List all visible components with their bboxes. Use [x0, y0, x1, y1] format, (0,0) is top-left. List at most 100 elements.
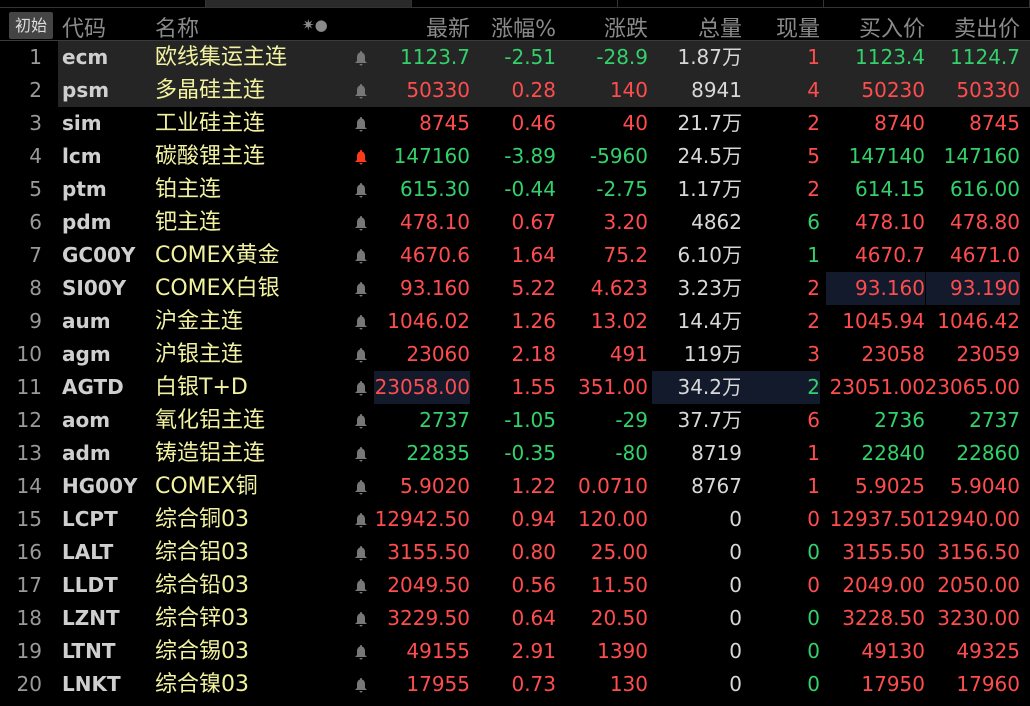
change: -29 — [615, 408, 648, 432]
change-pct: 1.26 — [511, 309, 556, 333]
col-code[interactable]: 代码 — [62, 17, 107, 42]
change-pct: 0.28 — [511, 78, 556, 102]
col-ask[interactable]: 卖出价 — [953, 17, 1020, 42]
bid-price: 1045.94 — [842, 309, 925, 333]
current-volume: 0 — [807, 507, 820, 531]
table-row[interactable]: 11 AGTD 白银T+D 23058.00 1.55 351.00 34.2万 2 23051… — [0, 371, 1030, 404]
code: aom — [62, 408, 111, 432]
table-row[interactable]: 18 LZNT 综合锌03 3229.50 0.64 20.50 0 0 3228.50 3230… — [0, 602, 1030, 635]
name: COMEX黄金 — [155, 243, 280, 268]
table-row[interactable]: 1 ecm 欧线集运主连 1123.7 -2.51 -28.9 1.87万 1 1123.4 11… — [0, 41, 1030, 74]
bell-icon[interactable] — [354, 182, 370, 198]
bell-icon[interactable] — [354, 413, 370, 429]
init-button[interactable]: 初始 — [9, 12, 53, 39]
bid-price: 22840 — [861, 441, 925, 465]
bell-icon[interactable] — [354, 479, 370, 495]
bid-price: 3228.50 — [842, 606, 925, 630]
col-chg[interactable]: 涨跌 — [603, 17, 648, 42]
table-row[interactable]: 15 LCPT 综合铜03 12942.50 0.94 120.00 0 0 12937.50 1… — [0, 503, 1030, 536]
col-vol[interactable]: 总量 — [697, 17, 742, 42]
sort-icons[interactable]: ✷● — [302, 16, 328, 34]
code: LZNT — [62, 606, 120, 630]
table-row[interactable]: 4 lcm 碳酸锂主连 147160 -3.89 -5960 24.5万 5 147140 147… — [0, 140, 1030, 173]
code: sim — [62, 111, 102, 135]
bell-icon[interactable] — [354, 281, 370, 297]
volume: 8767 — [691, 474, 742, 498]
table-row[interactable]: 20 LNKT 综合镍03 17955 0.73 130 0 0 17950 17960 — [0, 668, 1030, 701]
table-row[interactable]: 5 ptm 铂主连 615.30 -0.44 -2.75 1.17万 2 614.15 616.0… — [0, 173, 1030, 206]
ask-price: 5.9040 — [950, 474, 1020, 498]
table-row[interactable]: 12 aom 氧化铝主连 2737 -1.05 -29 37.7万 6 2736 2737 — [0, 404, 1030, 437]
table-row[interactable]: 17 LLDT 综合铅03 2049.50 0.56 11.50 0 0 2049.00 2050… — [0, 569, 1030, 602]
bell-icon[interactable] — [354, 83, 370, 99]
col-pct[interactable]: 涨幅% — [491, 17, 556, 42]
table-row[interactable]: 14 HG00Y COMEX铜 5.9020 1.22 0.0710 8767 1 5.9025… — [0, 470, 1030, 503]
col-last[interactable]: 最新 — [425, 17, 470, 42]
name: 工业硅主连 — [155, 111, 266, 136]
last-price: 147160 — [393, 144, 470, 168]
bid-price: 478.10 — [855, 210, 925, 234]
table-row[interactable]: 8 SI00Y COMEX白银 93.160 5.22 4.623 3.23万 2 93.160… — [0, 272, 1030, 305]
code: psm — [62, 78, 110, 102]
bell-icon[interactable] — [354, 644, 370, 660]
current-volume: 1 — [807, 243, 820, 267]
code: ptm — [62, 177, 107, 201]
table-row[interactable]: 10 agm 沪银主连 23060 2.18 491 119万 3 23058 23059 — [0, 338, 1030, 371]
bell-icon[interactable] — [354, 314, 370, 330]
alert-bell-icon[interactable] — [354, 149, 370, 165]
ask-price: 147160 — [943, 144, 1020, 168]
name: 铂主连 — [155, 177, 222, 202]
tab-strip — [0, 0, 1030, 8]
bell-icon[interactable] — [354, 248, 370, 264]
table-row[interactable]: 3 sim 工业硅主连 8745 0.46 40 21.7万 2 8740 8745 — [0, 107, 1030, 140]
ask-price: 3156.50 — [937, 540, 1020, 564]
change-pct: 0.94 — [511, 507, 556, 531]
table-row[interactable]: 6 pdm 钯主连 478.10 0.67 3.20 4862 6 478.10 478.80 — [0, 206, 1030, 239]
col-name[interactable]: 名称 — [155, 17, 200, 42]
bell-icon[interactable] — [354, 512, 370, 528]
table-row[interactable]: 9 aum 沪金主连 1046.02 1.26 13.02 14.4万 2 1045.94 104… — [0, 305, 1030, 338]
change-pct: 2.91 — [511, 639, 556, 663]
last-price: 5.9020 — [400, 474, 470, 498]
bell-icon[interactable] — [354, 215, 370, 231]
volume: 0 — [729, 639, 742, 663]
table-row[interactable]: 19 LTNT 综合锡03 49155 2.91 1390 0 0 49130 49325 — [0, 635, 1030, 668]
bid-price: 8740 — [874, 111, 925, 135]
table-row[interactable]: 16 LALT 综合铝03 3155.50 0.80 25.00 0 0 3155.50 3156… — [0, 536, 1030, 569]
name: COMEX铜 — [155, 474, 258, 499]
bell-icon[interactable] — [354, 116, 370, 132]
last-price: 12942.50 — [374, 507, 470, 531]
last-price: 3155.50 — [387, 540, 470, 564]
bell-icon[interactable] — [354, 50, 370, 66]
volume: 21.7万 — [677, 111, 742, 135]
bid-price: 614.15 — [855, 177, 925, 201]
row-number: 3 — [29, 111, 42, 135]
bell-icon[interactable] — [354, 545, 370, 561]
ask-price: 2050.00 — [937, 573, 1020, 597]
ask-price: 49325 — [956, 639, 1020, 663]
change: 3.20 — [603, 210, 648, 234]
current-volume: 6 — [807, 408, 820, 432]
ask-price: 616.00 — [950, 177, 1020, 201]
code: HG00Y — [62, 474, 138, 498]
change: 491 — [609, 342, 648, 366]
last-price: 2049.50 — [387, 573, 470, 597]
current-volume: 0 — [807, 540, 820, 564]
table-row[interactable]: 13 adm 铸造铝主连 22835 -0.35 -80 8719 1 22840 22860 — [0, 437, 1030, 470]
col-cur[interactable]: 现量 — [775, 17, 820, 42]
bid-price: 50230 — [861, 78, 925, 102]
volume: 0 — [729, 540, 742, 564]
bell-icon[interactable] — [354, 347, 370, 363]
table-row[interactable]: 2 psm 多晶硅主连 50330 0.28 140 8941 4 50230 50330 — [0, 74, 1030, 107]
col-bid[interactable]: 买入价 — [858, 17, 925, 42]
table-row[interactable]: 7 GC00Y COMEX黄金 4670.6 1.64 75.2 6.10万 1 4670.7 4… — [0, 239, 1030, 272]
last-price: 1046.02 — [387, 309, 470, 333]
code: AGTD — [62, 375, 124, 399]
name: 欧线集运主连 — [155, 45, 288, 70]
bell-icon[interactable] — [354, 611, 370, 627]
bell-icon[interactable] — [354, 380, 370, 396]
bell-icon[interactable] — [354, 446, 370, 462]
bell-icon[interactable] — [354, 677, 370, 693]
bell-icon[interactable] — [354, 578, 370, 594]
row-number: 5 — [29, 177, 42, 201]
